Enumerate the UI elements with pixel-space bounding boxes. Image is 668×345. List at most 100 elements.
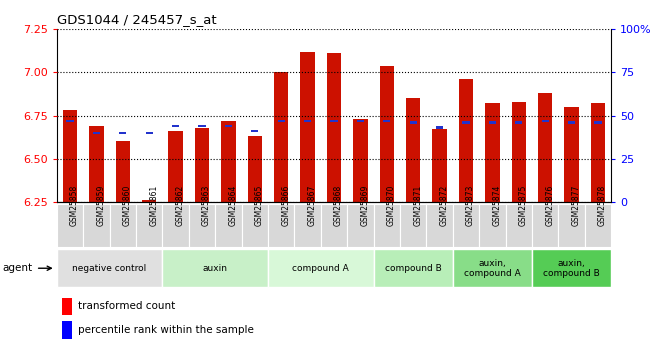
Text: GSM25866: GSM25866 [281, 185, 290, 226]
Bar [595, 121, 602, 124]
Bar [224, 125, 232, 127]
Bar [251, 130, 259, 132]
Bar [301, 52, 315, 202]
Text: GSM25872: GSM25872 [440, 185, 449, 226]
Bar [136, 204, 162, 247]
Bar [304, 119, 311, 122]
Bar [453, 204, 479, 247]
Text: GSM25873: GSM25873 [466, 185, 475, 226]
Text: GSM25869: GSM25869 [361, 185, 369, 226]
Bar [162, 204, 189, 247]
Bar [89, 126, 104, 202]
Bar [357, 119, 364, 122]
Bar [432, 129, 447, 202]
Bar [195, 128, 209, 202]
Text: GSM25868: GSM25868 [334, 185, 343, 226]
Bar [321, 204, 347, 247]
Bar [538, 93, 552, 202]
Bar [162, 249, 268, 287]
Bar [221, 121, 236, 202]
Bar [110, 204, 136, 247]
Bar [564, 107, 579, 202]
Bar [347, 204, 373, 247]
Text: GSM25858: GSM25858 [70, 185, 79, 226]
Bar [436, 127, 444, 129]
Bar [462, 121, 470, 124]
Bar [57, 204, 84, 247]
Text: GSM25861: GSM25861 [149, 185, 158, 226]
Bar [506, 204, 532, 247]
Bar [268, 249, 373, 287]
Bar [62, 298, 72, 315]
Text: GSM25877: GSM25877 [572, 185, 580, 226]
Bar [479, 204, 506, 247]
Bar [327, 53, 341, 202]
Bar [459, 79, 473, 202]
Bar [215, 204, 242, 247]
Text: auxin,
compound B: auxin, compound B [543, 258, 600, 278]
Bar [62, 322, 72, 338]
Bar [168, 131, 183, 202]
Bar [489, 121, 496, 124]
Bar [84, 204, 110, 247]
Text: GSM25876: GSM25876 [545, 185, 554, 226]
Text: GSM25875: GSM25875 [519, 185, 528, 226]
Bar [248, 136, 262, 202]
Bar [353, 119, 367, 202]
Text: GSM25874: GSM25874 [492, 185, 502, 226]
Text: GSM25863: GSM25863 [202, 185, 211, 226]
Text: GSM25860: GSM25860 [123, 185, 132, 226]
Text: agent: agent [3, 263, 51, 273]
Bar [558, 204, 584, 247]
Bar [119, 131, 126, 134]
Bar [591, 104, 605, 202]
Bar [278, 119, 285, 122]
Bar [453, 249, 532, 287]
Text: transformed count: transformed count [78, 302, 175, 312]
Bar [400, 204, 426, 247]
Bar [383, 119, 390, 122]
Bar [198, 125, 206, 127]
Bar [146, 131, 153, 134]
Bar [373, 249, 453, 287]
Bar [584, 204, 611, 247]
Bar [63, 110, 77, 202]
Bar [295, 204, 321, 247]
Text: GSM25867: GSM25867 [307, 185, 317, 226]
Bar [568, 121, 575, 124]
Text: GSM25862: GSM25862 [176, 185, 184, 226]
Bar [116, 141, 130, 202]
Text: GSM25864: GSM25864 [228, 185, 237, 226]
Bar [532, 204, 558, 247]
Bar [373, 204, 400, 247]
Bar [189, 204, 215, 247]
Text: GSM25878: GSM25878 [598, 185, 607, 226]
Bar [512, 102, 526, 202]
Text: GSM25871: GSM25871 [413, 185, 422, 226]
Bar [242, 204, 268, 247]
Bar [142, 200, 156, 202]
Bar [172, 125, 179, 127]
Bar [274, 72, 289, 202]
Bar [515, 121, 522, 124]
Bar [66, 119, 73, 122]
Text: GSM25870: GSM25870 [387, 185, 396, 226]
Bar [93, 131, 100, 134]
Bar [379, 66, 394, 202]
Text: auxin,
compound A: auxin, compound A [464, 258, 521, 278]
Text: GDS1044 / 245457_s_at: GDS1044 / 245457_s_at [57, 13, 216, 26]
Text: percentile rank within the sample: percentile rank within the sample [78, 325, 254, 335]
Text: compound B: compound B [385, 264, 442, 273]
Text: GSM25865: GSM25865 [255, 185, 264, 226]
Text: GSM25859: GSM25859 [96, 185, 106, 226]
Bar [331, 119, 337, 122]
Text: compound A: compound A [293, 264, 349, 273]
Bar [542, 119, 549, 122]
Text: negative control: negative control [72, 264, 147, 273]
Bar [532, 249, 611, 287]
Bar [409, 121, 417, 124]
Text: auxin: auxin [202, 264, 228, 273]
Bar [406, 98, 420, 202]
Bar [426, 204, 453, 247]
Bar [268, 204, 295, 247]
